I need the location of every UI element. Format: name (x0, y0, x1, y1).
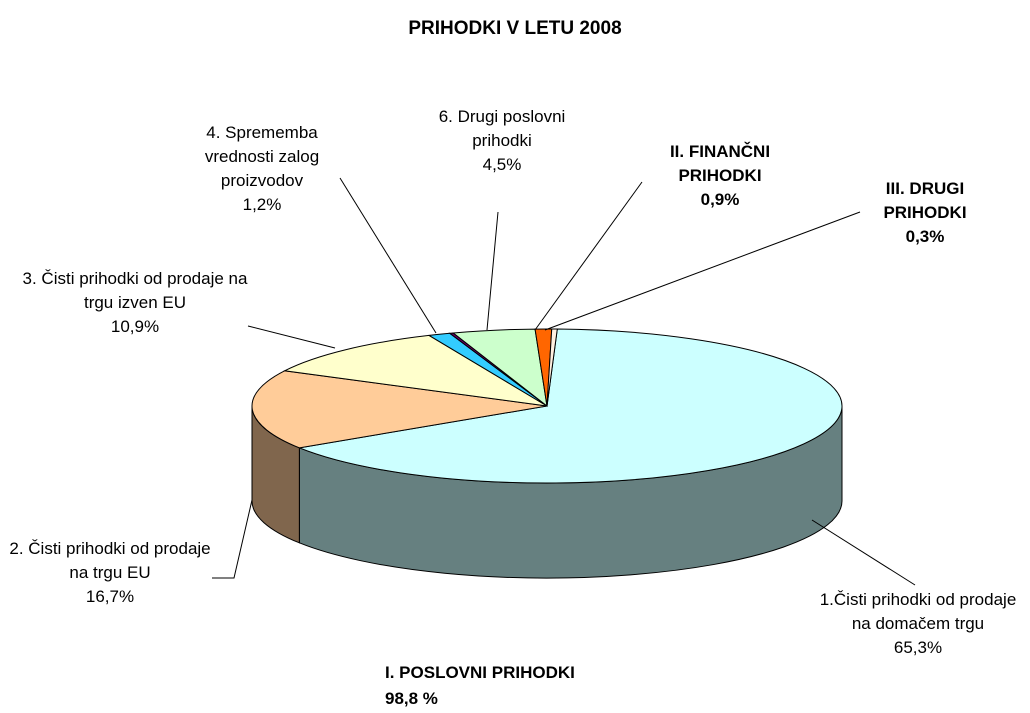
value-label: 1,2% (242, 195, 282, 214)
slice (297, 328, 843, 484)
slice-label: III. DRUGI PRIHODKI 0,3% (855, 177, 995, 249)
category-label: II. FINANČNI PRIHODKI (669, 142, 771, 185)
leader-line (339, 177, 437, 334)
value-label: 4,5% (482, 155, 522, 174)
chart-title: PRIHODKI V LETU 2008 (408, 18, 622, 39)
leader-line (811, 519, 916, 586)
category-label: 6. Drugi poslovni prihodki (438, 107, 566, 150)
value-label: 0,3% (905, 227, 945, 246)
value-label: 65,3% (893, 638, 943, 657)
value-label: 10,9% (110, 317, 160, 336)
slice-label: II. FINANČNI PRIHODKI 0,9% (640, 140, 800, 212)
leader-line (486, 211, 499, 331)
annotation: I. POSLOVNI PRIHODKI 98,8 % (385, 663, 575, 708)
category-label: 3. Čisti prihodki od prodaje na trgu izv… (22, 269, 248, 312)
leader-line (544, 211, 861, 331)
leader-line (247, 325, 336, 349)
slice-label: 2. Čisti prihodki od prodaje na trgu EU 1… (3, 537, 218, 609)
category-label: III. DRUGI PRIHODKI (883, 179, 967, 222)
slice (546, 328, 558, 407)
slice (282, 334, 548, 407)
slice-label: 6. Drugi poslovni prihodki 4,5% (412, 105, 592, 177)
leader-line (212, 499, 253, 579)
leader-line (534, 181, 643, 331)
category-label: 1.Čisti prihodki od prodaje na domačem t… (819, 590, 1017, 633)
slice-label: 4. Sprememba vrednosti zalog proizvodov 1… (180, 121, 345, 217)
value-label: 0,9% (700, 190, 740, 209)
category-label: 4. Sprememba vrednosti zalog proizvodov (204, 123, 320, 190)
slice-label: 1.Čisti prihodki od prodaje na domačem t… (813, 588, 1023, 660)
slice (251, 370, 548, 449)
slice-label: 3. Čisti prihodki od prodaje na trgu izv… (23, 267, 248, 339)
category-label: 2. Čisti prihodki od prodaje na trgu EU (9, 539, 211, 582)
value-label: 16,7% (85, 587, 135, 606)
